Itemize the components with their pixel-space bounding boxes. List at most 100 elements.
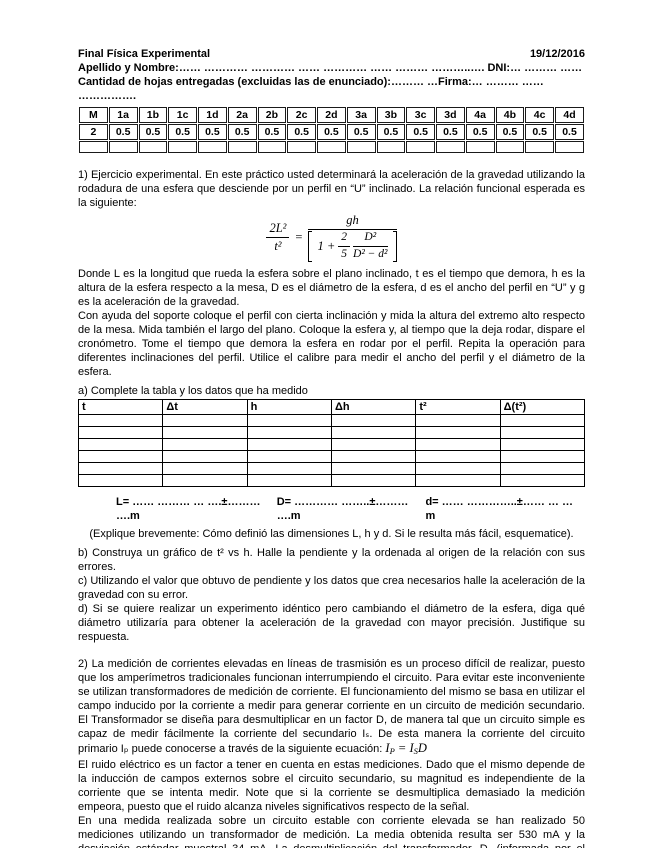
data-table-cell-empty[interactable] (246, 461, 332, 475)
data-table-cell-empty[interactable] (77, 413, 164, 427)
grading-empty-cell[interactable] (346, 141, 376, 153)
right-bracket (392, 231, 397, 262)
gravity-formula: 2L² t² = gh 1 + 2 5 D² D² − d² (78, 213, 585, 263)
grading-empty-cell[interactable] (465, 141, 495, 153)
exam-date: 19/12/2016 (529, 48, 585, 60)
grading-header-cell: 1c (168, 107, 197, 123)
formula-rhs-numerator: gh (308, 213, 397, 230)
data-table-cell-empty[interactable] (415, 437, 501, 451)
data-table-cell-empty[interactable] (246, 425, 332, 439)
grading-header-cell: 4a (465, 107, 495, 123)
exercise2-intro-text: 2) La medición de corrientes elevadas en… (78, 657, 585, 755)
grading-header-cell: 4c (525, 107, 554, 123)
grading-header-cell: 2a (227, 107, 257, 123)
grading-empty-cell[interactable] (525, 141, 554, 153)
data-table-cell-empty[interactable] (499, 413, 586, 427)
equation-factor-symbol: D (417, 740, 427, 755)
data-table-cell-empty[interactable] (499, 473, 586, 487)
equation-equals: = (397, 740, 407, 755)
data-table-cell-empty[interactable] (162, 449, 248, 463)
small-fraction-numerator: 2 (338, 231, 351, 247)
data-table-cell-empty[interactable] (77, 449, 164, 463)
data-table-cell-empty[interactable] (415, 449, 501, 463)
grading-points-cell: 0.5 (376, 124, 406, 140)
grading-empty-cell[interactable] (436, 141, 465, 153)
data-table-cell-empty[interactable] (246, 449, 332, 463)
formula-lhs-denominator: t² (274, 239, 282, 254)
data-table-cell-empty[interactable] (162, 461, 248, 475)
formula-lhs-numerator: 2L² (266, 221, 290, 239)
grading-empty-cell[interactable] (406, 141, 435, 153)
data-table-cell-empty[interactable] (77, 473, 164, 487)
data-table-row (77, 425, 586, 439)
page-title: Final Física Experimental (78, 48, 211, 60)
grading-points-cell: 0.5 (346, 124, 376, 140)
grading-empty-cell[interactable] (555, 141, 584, 153)
data-table-cell-empty[interactable] (77, 425, 164, 439)
data-table-cell-empty[interactable] (330, 413, 417, 427)
equation-primary-symbol: I (385, 740, 390, 755)
data-table-cell-empty[interactable] (415, 461, 501, 475)
length-measure-blank: L= …… ……… … ….±……… ….m (116, 495, 261, 522)
data-table-cell-empty[interactable] (415, 473, 501, 487)
data-table-cell-empty[interactable] (246, 473, 332, 487)
grading-empty-cell[interactable] (227, 141, 257, 153)
measures-line: L= …… ……… … ….±……… ….m D= ………… ……..±……… … (78, 495, 585, 523)
grading-header-cell: 3b (376, 107, 406, 123)
data-table-cell-empty[interactable] (330, 437, 417, 451)
grading-header-cell: M (79, 107, 108, 123)
grading-points-cell: 0.5 (555, 124, 584, 140)
grading-points-cell: 0.5 (168, 124, 197, 140)
grading-empty-cell[interactable] (138, 141, 168, 153)
grading-table: M 1a 1b 1c 1d 2a 2b 2c 2d 3a 3b 3c 3d 4a… (78, 106, 585, 154)
data-table-header-row: t Δt h Δh t² Δ(t²) (77, 398, 586, 415)
data-table-header-cell: t² (415, 398, 501, 415)
data-table-cell-empty[interactable] (499, 461, 586, 475)
grading-header-cell: 2b (257, 107, 287, 123)
data-table-cell-empty[interactable] (415, 425, 501, 439)
exercise1-part-d: d) Si se quiere realizar un experimento … (78, 602, 585, 643)
left-bracket (308, 231, 313, 262)
grading-empty-cell[interactable] (317, 141, 346, 153)
data-table-cell-empty[interactable] (246, 437, 332, 451)
grading-empty-cell[interactable] (198, 141, 227, 153)
data-table-cell-empty[interactable] (330, 461, 417, 475)
pages-count-line: Cantidad de hojas entregadas (excluidas … (78, 76, 544, 102)
exercise2-intro: 2) La medición de corrientes elevadas en… (78, 657, 585, 758)
exercise1-part-a-label: a) Complete la tabla y los datos que ha … (78, 384, 308, 397)
data-table-cell-empty[interactable] (162, 437, 248, 451)
data-table-cell-empty[interactable] (499, 425, 586, 439)
grading-empty-cell[interactable] (376, 141, 406, 153)
document-header: Final Física Experimental 19/12/2016 (78, 47, 585, 61)
grading-empty-cell[interactable] (108, 141, 138, 153)
data-table-cell-empty[interactable] (77, 461, 164, 475)
explain-note: (Explique brevemente: Cómo definió las d… (89, 527, 574, 540)
grading-empty-cell[interactable] (287, 141, 316, 153)
data-table-cell-empty[interactable] (330, 425, 417, 439)
grading-points-cell: 0.5 (465, 124, 495, 140)
grading-empty-cell[interactable] (79, 141, 108, 153)
procedure-paragraph: Con ayuda del soporte coloque el perfil … (78, 309, 585, 378)
data-table-cell-empty[interactable] (499, 437, 586, 451)
data-table-cell-empty[interactable] (330, 449, 417, 463)
equation-secondary-symbol: I (409, 740, 414, 755)
data-table-cell-empty[interactable] (162, 473, 248, 487)
data-table-header-cell: t (77, 398, 164, 415)
data-table-cell-empty[interactable] (330, 473, 417, 487)
data-table-cell-empty[interactable] (162, 413, 248, 427)
grading-points-cell: 0.5 (436, 124, 465, 140)
grading-header-cell: 4b (495, 107, 525, 123)
data-table-cell-empty[interactable] (499, 449, 586, 463)
grading-points-cell: 0.5 (138, 124, 168, 140)
data-table-cell-empty[interactable] (415, 413, 501, 427)
grading-empty-cell[interactable] (257, 141, 287, 153)
grading-header-cell: 1b (138, 107, 168, 123)
grading-header-row: M 1a 1b 1c 1d 2a 2b 2c 2d 3a 3b 3c 3d 4a… (79, 107, 584, 123)
data-table-cell-empty[interactable] (246, 413, 332, 427)
data-table-cell-empty[interactable] (77, 437, 164, 451)
grading-empty-cell[interactable] (495, 141, 525, 153)
grading-points-cell: 0.5 (495, 124, 525, 140)
diameter-fraction-denominator: D² − d² (353, 247, 388, 260)
grading-empty-cell[interactable] (168, 141, 197, 153)
data-table-cell-empty[interactable] (162, 425, 248, 439)
